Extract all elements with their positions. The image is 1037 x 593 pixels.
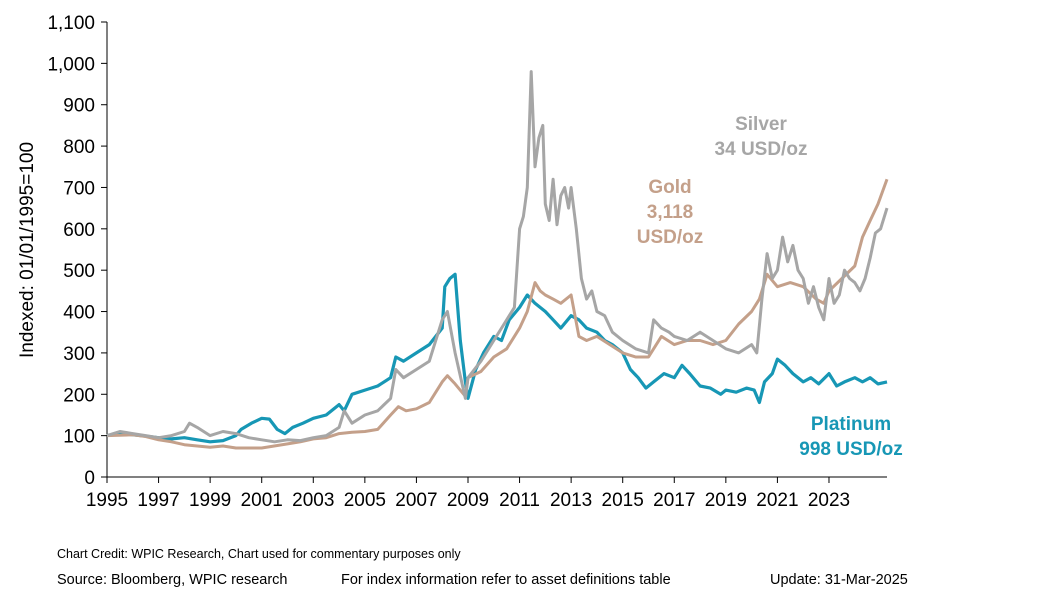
y-tick-label: 0 <box>84 468 95 489</box>
y-tick-label: 100 <box>63 427 95 448</box>
source-note: Source: Bloomberg, WPIC research <box>57 572 288 588</box>
x-tick-label: 2009 <box>447 490 489 511</box>
y-axis-ticks: 0 100 200 300 400 500 600 700 800 900 1,000 1,100 <box>47 13 107 489</box>
x-tick-label: 2023 <box>808 490 850 511</box>
x-tick-label: 2007 <box>395 490 437 511</box>
y-tick-label: 800 <box>63 137 95 158</box>
annotation-silver: Silver 34 USD/oz <box>715 114 808 160</box>
annotation-line: Silver <box>735 114 787 135</box>
x-tick-label: 1995 <box>86 490 128 511</box>
annotation-line: 998 USD/oz <box>799 439 902 460</box>
x-tick-label: 1999 <box>189 490 231 511</box>
annotation-line: USD/oz <box>637 227 704 248</box>
x-axis-ticks: 1995 1997 1999 2001 2003 2005 2007 2009 2011 2013… <box>86 477 850 511</box>
annotation-line: Gold <box>648 177 691 198</box>
y-tick-label: 500 <box>63 261 95 282</box>
axes <box>106 22 887 478</box>
annotation-line: Platinum <box>811 414 891 435</box>
chart-credit: Chart Credit: WPIC Research, Chart used … <box>57 547 461 561</box>
series-lines <box>106 70 889 450</box>
y-tick-label: 400 <box>63 303 95 324</box>
x-tick-label: 2015 <box>602 490 644 511</box>
y-tick-label: 900 <box>63 96 95 117</box>
x-tick-label: 2013 <box>550 490 592 511</box>
y-tick-label: 1,100 <box>47 13 95 34</box>
y-tick-label: 700 <box>63 178 95 199</box>
series-line-gold <box>106 178 889 450</box>
y-axis-label: Indexed: 01/01/1995=100 <box>17 142 38 358</box>
y-tick-label: 1,000 <box>47 54 95 75</box>
update-date: Update: 31-Mar-2025 <box>770 572 908 588</box>
x-tick-label: 2003 <box>292 490 334 511</box>
y-tick-label: 600 <box>63 220 95 241</box>
annotation-platinum: Platinum 998 USD/oz <box>799 414 902 460</box>
x-tick-label: 2005 <box>344 490 386 511</box>
x-tick-label: 2011 <box>499 490 540 511</box>
x-tick-label: 2001 <box>241 490 283 511</box>
x-tick-label: 2017 <box>653 490 695 511</box>
x-tick-label: 2021 <box>756 490 798 511</box>
y-tick-label: 300 <box>63 344 95 365</box>
index-info-note: For index information refer to asset def… <box>341 572 671 588</box>
x-tick-label: 2019 <box>705 490 747 511</box>
series-line-platinum <box>106 272 888 444</box>
series-annotations: Silver 34 USD/oz Gold 3,118 USD/oz Platinum 99… <box>637 114 903 460</box>
series-line-silver <box>106 70 889 444</box>
y-tick-label: 200 <box>63 385 95 406</box>
annotation-line: 34 USD/oz <box>715 139 808 160</box>
annotation-line: 3,118 <box>647 202 694 223</box>
annotation-gold: Gold 3,118 USD/oz <box>637 177 704 248</box>
x-tick-label: 1997 <box>137 490 179 511</box>
